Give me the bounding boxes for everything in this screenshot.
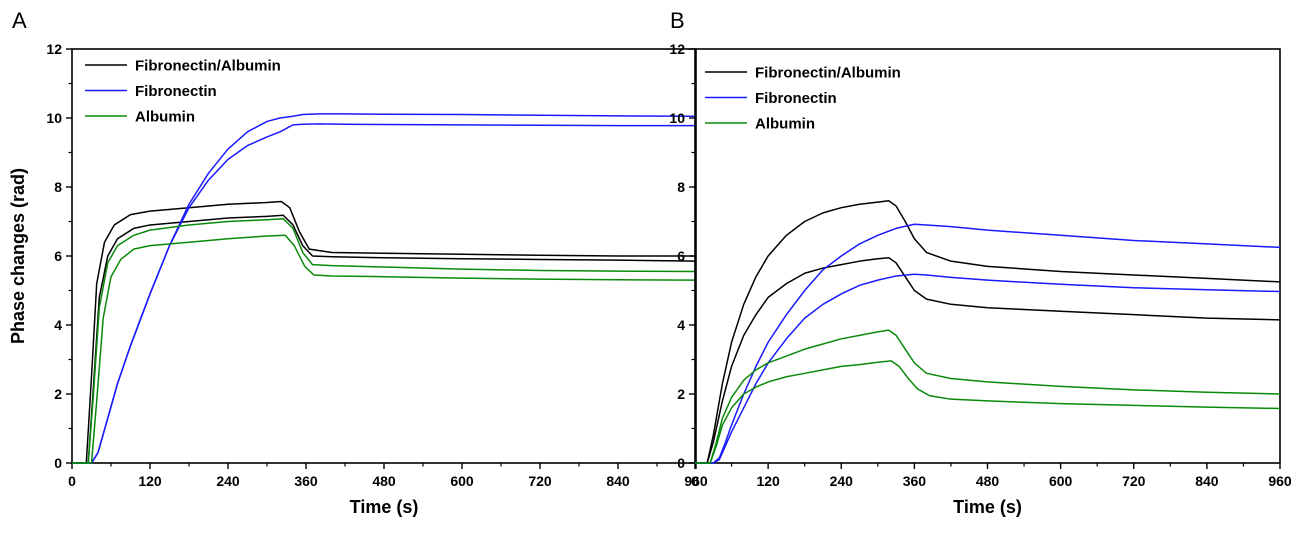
series-line-albumin-4 bbox=[695, 329, 1281, 464]
series-line-fibronectin-2 bbox=[72, 113, 697, 464]
y-tick-label: 6 bbox=[54, 248, 62, 264]
x-axis-title: Time (s) bbox=[350, 497, 419, 517]
y-tick-label: 2 bbox=[54, 386, 62, 402]
y-tick-label: 12 bbox=[46, 41, 62, 57]
y-tick-label: 2 bbox=[677, 386, 685, 402]
y-axis-title: Phase changes (rad) bbox=[8, 168, 28, 344]
legend-label: Albumin bbox=[755, 116, 815, 133]
x-tick-label: 0 bbox=[68, 473, 76, 489]
x-tick-label: 120 bbox=[756, 473, 780, 489]
series-line-albumin-4 bbox=[72, 217, 697, 464]
series-line-fibronectin-3 bbox=[72, 123, 696, 464]
x-tick-label: 720 bbox=[1122, 473, 1146, 489]
x-tick-label: 360 bbox=[903, 473, 927, 489]
panel-a: A0 120 240 360 480 600 720 840 960024681012Time … bbox=[8, 8, 708, 517]
y-tick-label: 10 bbox=[669, 110, 685, 126]
x-tick-label: 480 bbox=[372, 473, 396, 489]
series-line-fibronectin-2 bbox=[695, 223, 1281, 464]
y-tick-label: 4 bbox=[677, 317, 685, 333]
panel-letter: A bbox=[12, 8, 27, 33]
x-tick-label: 720 bbox=[528, 473, 552, 489]
legend-label: Fibronectin bbox=[755, 90, 837, 107]
y-tick-label: 12 bbox=[669, 41, 685, 57]
legend: Fibronectin/Albumin Fibronectin Albumin bbox=[705, 65, 901, 133]
legend-label: Fibronectin/Albumin bbox=[755, 65, 901, 82]
series-line-fibronectin-albumin-0 bbox=[695, 200, 1281, 464]
legend-label: Fibronectin bbox=[135, 83, 217, 100]
series-line-fibronectin-3 bbox=[695, 273, 1281, 464]
x-tick-label: 960 bbox=[684, 473, 708, 489]
x-tick-label: 840 bbox=[606, 473, 630, 489]
x-tick-label: 240 bbox=[216, 473, 240, 489]
legend: Fibronectin/Albumin Fibronectin Albumin bbox=[85, 58, 281, 126]
legend-label: Albumin bbox=[135, 109, 195, 126]
series-line-fibronectin-albumin-0 bbox=[72, 200, 696, 464]
x-tick-label: 480 bbox=[976, 473, 1000, 489]
y-tick-label: 10 bbox=[46, 110, 62, 126]
y-tick-label: 0 bbox=[677, 455, 685, 471]
series-line-albumin-5 bbox=[695, 360, 1281, 464]
y-tick-label: 4 bbox=[54, 317, 62, 333]
x-tick-label: 0 bbox=[691, 473, 699, 489]
legend-label: Fibronectin/Albumin bbox=[135, 58, 281, 75]
x-tick-label: 600 bbox=[1049, 473, 1073, 489]
y-tick-label: 8 bbox=[677, 179, 685, 195]
series-line-albumin-5 bbox=[72, 234, 697, 464]
y-tick-label: 8 bbox=[54, 179, 62, 195]
panel-b: B0 120 240 360 480 600 720 840 960024681012Time … bbox=[669, 8, 1291, 517]
x-tick-label: 120 bbox=[138, 473, 162, 489]
x-tick-label: 240 bbox=[830, 473, 854, 489]
x-tick-label: 600 bbox=[450, 473, 474, 489]
x-axis-title: Time (s) bbox=[953, 497, 1022, 517]
x-tick-label: 360 bbox=[294, 473, 318, 489]
series-line-fibronectin-albumin-1 bbox=[695, 256, 1281, 464]
x-tick-label: 960 bbox=[1268, 473, 1292, 489]
y-tick-label: 0 bbox=[54, 455, 62, 471]
y-tick-label: 6 bbox=[677, 248, 685, 264]
series-line-fibronectin-albumin-1 bbox=[72, 214, 697, 464]
panel-letter: B bbox=[670, 8, 685, 33]
x-tick-label: 840 bbox=[1195, 473, 1219, 489]
